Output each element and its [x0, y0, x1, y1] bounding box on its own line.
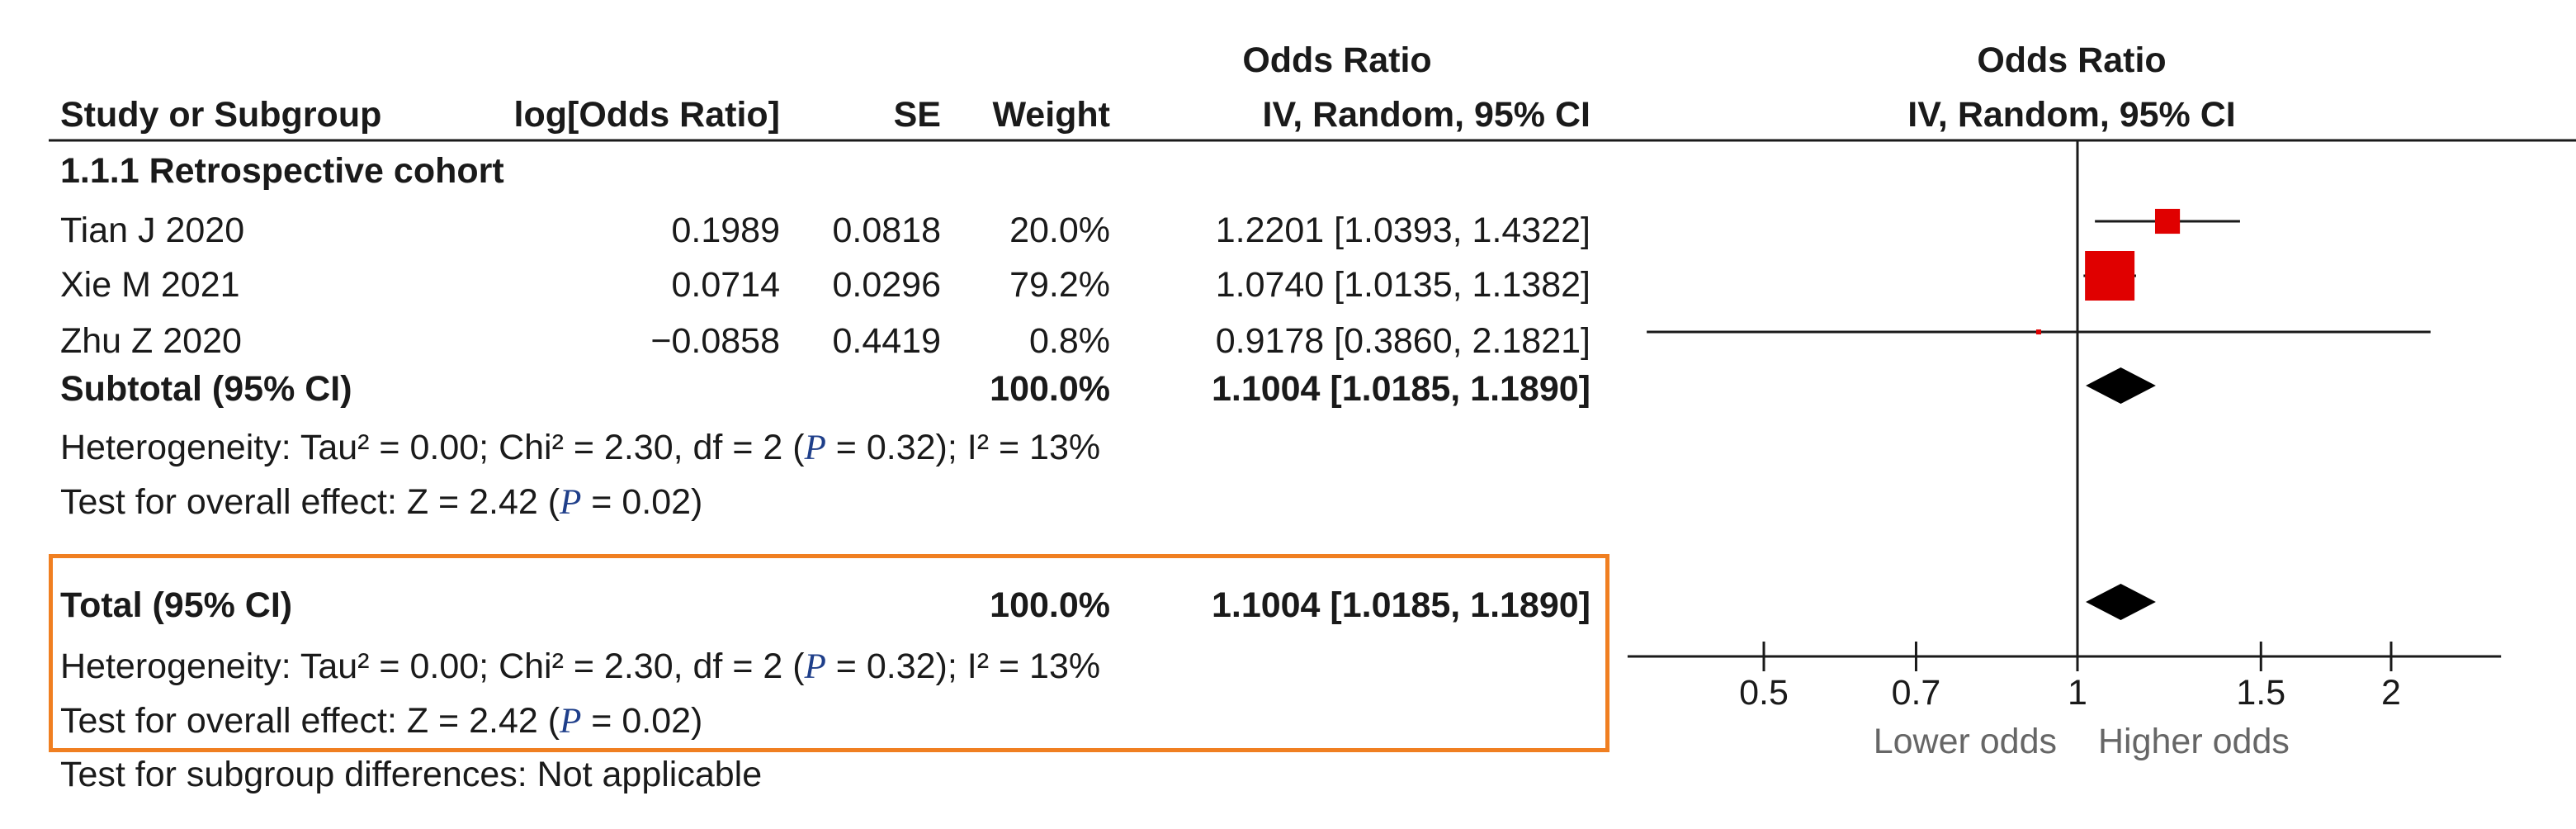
x-tick-label: 1.5	[2236, 673, 2285, 713]
col-logor-header: log[Odds Ratio]	[513, 95, 780, 135]
study-marker	[2035, 329, 2041, 335]
subgroup-title: 1.1.1 Retrospective cohort	[60, 151, 504, 191]
total-ci: 1.1004 [1.0185, 1.1890]	[1211, 585, 1591, 625]
study-logor: −0.0858	[650, 321, 780, 361]
study-se: 0.0296	[832, 265, 941, 305]
subtotal-ci: 1.1004 [1.0185, 1.1890]	[1211, 369, 1591, 409]
p-symbol: P	[804, 429, 826, 467]
study-ci: 1.0740 [1.0135, 1.1382]	[1215, 265, 1591, 305]
study-weight: 79.2%	[1009, 265, 1110, 305]
header-group-left: Odds Ratio	[1242, 40, 1432, 80]
study-logor: 0.0714	[671, 265, 780, 305]
col-ci-header: IV, Random, 95% CI	[1262, 95, 1591, 135]
total-weight: 100.0%	[990, 585, 1110, 625]
study-name: Tian J 2020	[60, 211, 245, 250]
subgroup-differences: Test for subgroup differences: Not appli…	[60, 755, 763, 794]
study-marker	[2154, 208, 2181, 234]
label-lower-odds: Lower odds	[1874, 722, 2057, 761]
x-tick-label: 0.5	[1739, 673, 1789, 713]
col-study-header: Study or Subgroup	[60, 95, 382, 135]
label-higher-odds: Higher odds	[2098, 722, 2290, 761]
subtotal-diamond	[2086, 367, 2156, 404]
study-name: Zhu Z 2020	[60, 321, 242, 361]
x-tick-label: 2	[2381, 673, 2401, 713]
x-tick-label: 0.7	[1892, 673, 1941, 713]
study-marker	[2085, 251, 2135, 301]
overall-effect-total: Test for overall effect: Z = 2.42 (P = 0…	[60, 701, 703, 741]
study-ci: 0.9178 [0.3860, 2.1821]	[1215, 321, 1591, 361]
total-diamond	[2086, 584, 2156, 620]
heterogeneity-subtotal: Heterogeneity: Tau² = 0.00; Chi² = 2.30,…	[60, 428, 1101, 467]
study-weight: 20.0%	[1009, 211, 1110, 250]
subtotal-label: Subtotal (95% CI)	[60, 369, 352, 409]
study-name: Xie M 2021	[60, 265, 240, 305]
study-se: 0.0818	[832, 211, 941, 250]
study-ci: 1.2201 [1.0393, 1.4322]	[1215, 211, 1591, 250]
total-highlight-box	[49, 554, 1609, 752]
subtotal-weight: 100.0%	[990, 369, 1110, 409]
p-symbol: P	[560, 483, 582, 522]
col-weight-header: Weight	[992, 95, 1110, 135]
study-logor: 0.1989	[671, 211, 780, 250]
col-se-header: SE	[893, 95, 941, 135]
study-se: 0.4419	[832, 321, 941, 361]
p-symbol: P	[560, 702, 582, 741]
x-tick-label: 1	[2068, 673, 2087, 713]
p-symbol: P	[804, 647, 826, 686]
overall-effect-subtotal: Test for overall effect: Z = 2.42 (P = 0…	[60, 482, 703, 522]
header-group-right: Odds Ratio	[1977, 40, 2167, 80]
heterogeneity-total: Heterogeneity: Tau² = 0.00; Chi² = 2.30,…	[60, 647, 1101, 686]
study-weight: 0.8%	[1028, 321, 1110, 361]
total-label: Total (95% CI)	[60, 585, 293, 625]
col-ci-right-header: IV, Random, 95% CI	[1907, 95, 2236, 135]
